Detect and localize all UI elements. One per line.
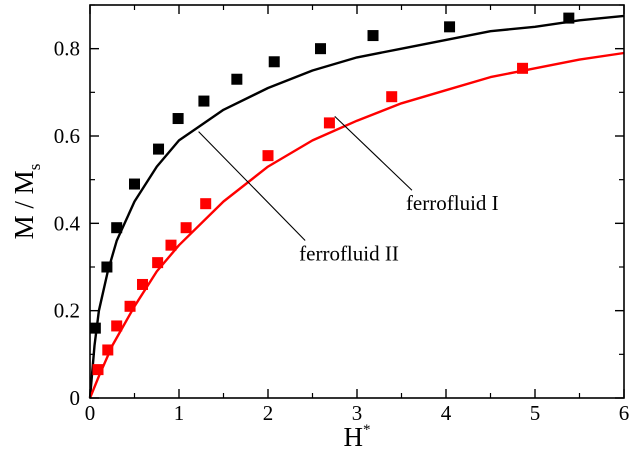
- data-point-series-2: [262, 150, 274, 162]
- annotation-label-1: ferrofluid I: [406, 191, 499, 215]
- data-point-series-2: [111, 320, 123, 332]
- x-tick-label: 1: [174, 401, 185, 425]
- plot-frame: [89, 4, 625, 399]
- data-point-series-1: [153, 143, 165, 155]
- y-tick-label: 0.6: [54, 124, 80, 148]
- data-point-series-2: [180, 222, 192, 234]
- data-point-series-2: [92, 364, 104, 376]
- data-point-series-2: [152, 257, 164, 269]
- data-point-series-2: [517, 62, 529, 74]
- annotation-leaders: [198, 115, 413, 241]
- annotation-leader-1: [334, 115, 413, 191]
- y-axis-label: M / Ms: [9, 164, 44, 240]
- x-axis-label: H*: [344, 422, 371, 452]
- fit-curve-series-2: [88, 51, 625, 399]
- data-point-series-1: [111, 222, 123, 234]
- data-point-series-2: [124, 300, 136, 312]
- data-point-series-2: [386, 91, 398, 103]
- y-axis-label-subscript: s: [25, 164, 44, 171]
- data-point-series-2: [200, 198, 212, 210]
- annotation-labels: ferrofluid I ferrofluid II: [299, 191, 499, 265]
- data-point-series-1: [563, 12, 575, 24]
- data-point-series-1: [129, 178, 140, 190]
- data-point-series-1: [444, 21, 456, 33]
- y-tick-label: 0.2: [54, 299, 80, 323]
- data-point-series-2: [165, 239, 177, 251]
- data-point-series-1: [231, 73, 243, 85]
- data-point-series-1: [89, 322, 101, 334]
- fit-curves: [88, 14, 625, 399]
- data-point-series-1: [367, 30, 379, 42]
- data-point-series-1: [315, 43, 327, 55]
- data-point-series-1: [172, 113, 184, 125]
- data-point-series-2: [323, 117, 335, 129]
- data-point-series-1: [198, 95, 210, 107]
- data-points: [89, 12, 575, 376]
- y-tick-label: 0: [70, 386, 81, 410]
- x-axis-ticks: 0 1 2 3 4 5 6: [85, 5, 629, 425]
- x-tick-label: 4: [441, 401, 452, 425]
- x-tick-label: 2: [263, 401, 274, 425]
- x-tick-label: 6: [619, 401, 629, 425]
- x-tick-label: 0: [85, 401, 96, 425]
- x-tick-label: 3: [352, 401, 363, 425]
- annotation-label-2: ferrofluid II: [299, 241, 399, 265]
- y-tick-label: 0.8: [54, 37, 80, 61]
- data-point-series-1: [101, 261, 113, 273]
- data-point-series-2: [137, 278, 149, 290]
- y-tick-label: 0.4: [54, 211, 81, 235]
- x-axis-label-superscript: *: [363, 422, 371, 438]
- fit-curve-series-1: [88, 14, 625, 399]
- x-axis-label-main: H: [344, 422, 364, 452]
- data-point-series-1: [268, 56, 280, 68]
- y-axis-label-main: M / M: [9, 170, 39, 239]
- x-tick-label: 5: [530, 401, 541, 425]
- annotation-leader-2: [198, 131, 306, 241]
- y-axis-ticks: 0 0.2 0.4 0.6 0.8: [54, 4, 624, 410]
- data-point-series-2: [102, 344, 114, 356]
